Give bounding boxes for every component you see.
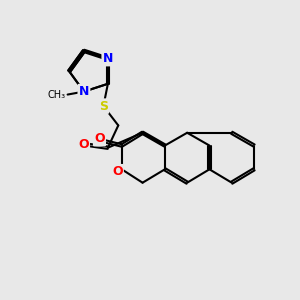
Text: O: O: [78, 138, 89, 151]
Text: N: N: [103, 52, 113, 65]
Text: O: O: [112, 165, 123, 178]
Text: N: N: [79, 85, 89, 98]
Text: O: O: [94, 132, 105, 145]
Text: CH₃: CH₃: [48, 90, 66, 100]
Text: S: S: [99, 100, 108, 112]
